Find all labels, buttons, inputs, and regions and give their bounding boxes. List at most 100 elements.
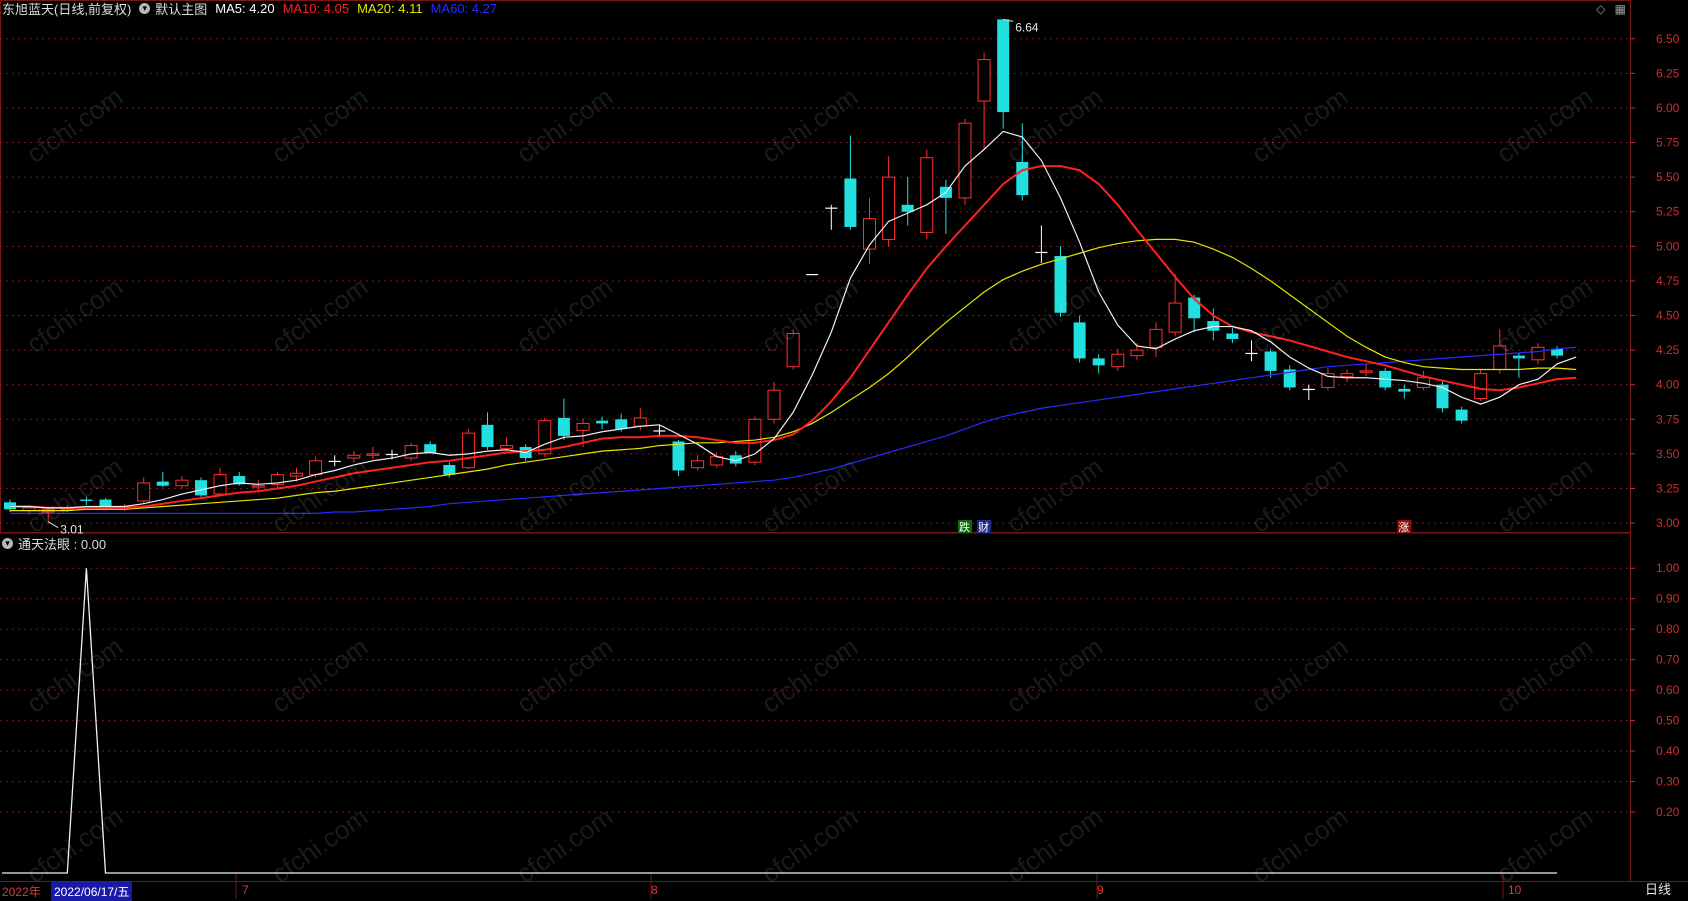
low-price-label: 3.01 [60,523,84,537]
candle-body[interactable] [251,485,265,488]
indicator-label[interactable]: 通天法眼 : 0.00 [18,536,107,552]
candle-body[interactable] [633,417,647,427]
candle-body[interactable] [882,176,896,240]
candle-body[interactable] [1016,161,1029,196]
candle-body[interactable] [1168,302,1182,333]
month-label-7: 7 [242,883,249,897]
event-mark-die[interactable]: 跌 [959,520,970,534]
price-tick-label: 3.75 [1656,412,1680,426]
candle-body[interactable] [1073,322,1086,359]
candle-body[interactable] [1149,328,1163,348]
top-right-icons: ◇ ▦ [1590,2,1626,16]
indicator-tick-label: 0.20 [1656,805,1680,819]
candle-body[interactable] [137,482,151,502]
candle-body[interactable] [691,460,705,469]
candle-body[interactable] [1359,370,1373,373]
candle-body[interactable] [615,419,628,429]
candle-body[interactable] [1245,352,1258,355]
candle-body[interactable] [500,445,514,449]
month-label-9: 9 [1097,883,1104,897]
candle-body[interactable] [1188,297,1201,319]
candle-body[interactable] [1130,349,1144,357]
candle-body[interactable] [653,430,666,432]
candle-body[interactable] [1455,409,1468,421]
event-mark-zhang[interactable]: 涨 [1398,521,1409,534]
event-mark-cai[interactable]: 财 [978,520,989,534]
candle-body[interactable] [1283,369,1296,388]
candle-body[interactable] [366,453,380,456]
ma10-line [10,165,1577,509]
candle-body[interactable] [786,333,800,368]
candle-body[interactable] [1340,373,1354,377]
candle-body[interactable] [424,444,437,453]
candle-body[interactable] [443,464,456,475]
candle-body[interactable] [576,422,590,431]
indicator-menu-icon[interactable]: ▾ [2,537,13,549]
candle-body[interactable] [997,19,1010,113]
candle-body[interactable] [290,472,303,477]
candle-body[interactable] [347,454,361,459]
candle-body[interactable] [1321,373,1335,388]
candle-body[interactable] [1207,321,1220,331]
candle-body[interactable] [213,474,227,495]
candle-body[interactable] [80,499,93,501]
candle-body[interactable] [958,122,972,199]
candle-body[interactable] [156,481,169,486]
candle-body[interactable] [309,460,323,476]
candle-body[interactable] [767,389,781,420]
candle-body[interactable] [328,460,341,463]
candle-body[interactable] [901,204,914,212]
candle-body[interactable] [1264,351,1277,371]
candle-body[interactable] [481,424,494,447]
candle-body[interactable] [977,59,991,102]
low-marker-line [47,521,59,529]
candle-body[interactable] [672,441,685,471]
indicator-header: ▾ 通天法眼 : 0.00 [2,535,114,552]
price-tick-label: 5.25 [1656,205,1680,219]
candle-body[interactable] [1436,384,1449,409]
candle-body[interactable] [386,453,398,456]
stock-title[interactable]: 东旭蓝天(日线,前复权) [2,1,132,17]
candle-body[interactable] [233,476,246,485]
indicator-tick-label: 0.70 [1656,653,1680,667]
candle-body[interactable] [1302,388,1315,391]
candle-body[interactable] [461,432,475,469]
candle-body[interactable] [1054,256,1067,313]
candle-body[interactable] [844,178,857,227]
month-label-8: 8 [651,883,658,897]
grid-icon[interactable]: ▦ [1614,2,1626,16]
candle-body[interactable] [1226,333,1239,340]
cursor-date: 2022/06/17/五 [51,882,133,901]
candle-body[interactable] [1474,373,1488,400]
ma20-legend: MA20: 4.11 [357,0,423,16]
candle-body[interactable] [557,417,570,436]
candle-body[interactable] [1493,345,1507,370]
candle-body[interactable] [1092,358,1105,366]
candle-body[interactable] [99,499,112,508]
template-label[interactable]: 默认主图 [155,1,208,17]
candle-body[interactable] [729,455,742,464]
candle-body[interactable] [270,474,284,485]
candle-body[interactable] [404,445,418,459]
high-marker-line [1003,18,1014,22]
candle-body[interactable] [1035,251,1048,254]
candle-body[interactable] [825,207,838,209]
price-tick-label: 3.50 [1656,447,1680,461]
candle-body[interactable] [1551,348,1564,356]
candle-body[interactable] [806,274,819,276]
candle-body[interactable] [1398,388,1411,392]
candle-body[interactable] [175,479,189,487]
candle-body[interactable] [596,420,609,424]
candle-body[interactable] [920,157,934,233]
candle-body[interactable] [1111,353,1125,368]
indicator-tick-label: 0.40 [1656,744,1680,758]
template-menu-icon[interactable]: ▾ [139,2,151,14]
candle-body[interactable] [1512,355,1525,359]
ma60-line [10,346,1577,514]
candle-body[interactable] [195,480,207,496]
diamond-icon[interactable]: ◇ [1596,2,1606,16]
indicator-line [2,568,1558,874]
candle-body[interactable] [1531,346,1545,361]
period-button[interactable]: 日线 [1644,882,1671,897]
main-panel-frame [0,0,1631,533]
